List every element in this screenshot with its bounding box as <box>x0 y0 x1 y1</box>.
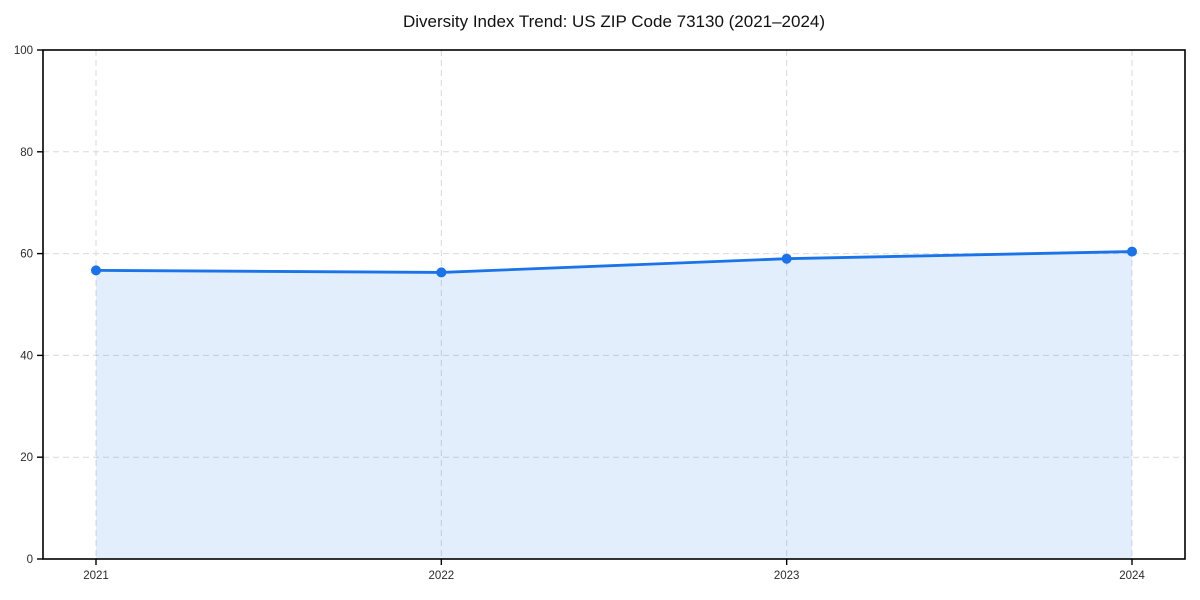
area-fill <box>96 251 1132 559</box>
y-tick-label: 60 <box>20 249 33 261</box>
data-point-2024 <box>1127 246 1137 257</box>
axes-box <box>42 49 1186 560</box>
x-tick-label: 2021 <box>83 570 109 582</box>
trend-line <box>94 250 1134 274</box>
x-tick-label: 2022 <box>429 570 455 582</box>
data-point-2021 <box>91 265 101 276</box>
y-tick-label: 20 <box>20 452 33 464</box>
y-tick-label: 80 <box>20 147 33 159</box>
y-tick-label: 40 <box>20 350 33 362</box>
x-tick-label: 2023 <box>774 570 800 582</box>
y-tick-label: 100 <box>14 45 33 57</box>
y-tick-label: 0 <box>27 554 33 566</box>
data-point-2022 <box>436 267 447 278</box>
data-point-2023 <box>781 253 792 264</box>
chart-title: Diversity Index Trend: US ZIP Code 73130… <box>402 12 826 31</box>
x-tick-label: 2024 <box>1119 570 1145 582</box>
